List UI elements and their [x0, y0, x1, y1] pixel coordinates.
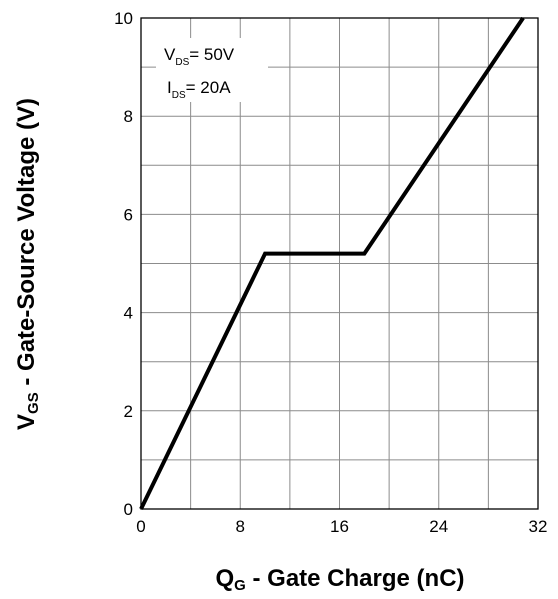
y-tick-label: 6	[124, 205, 133, 224]
annotation-box: VDS= 50V IDS= 20A	[156, 38, 268, 102]
x-axis-title: QG - Gate Charge (nC)	[215, 565, 464, 594]
grid-lines	[141, 18, 538, 509]
y-tick-label: 10	[114, 9, 133, 28]
y-tick-label: 4	[124, 304, 133, 323]
x-tick-label: 16	[330, 517, 349, 536]
y-tick-label: 2	[124, 402, 133, 421]
x-tick-label: 0	[136, 517, 145, 536]
y-tick-label: 0	[124, 500, 133, 519]
y-axis-title: VGS - Gate-Source Voltage (V)	[13, 98, 42, 430]
x-tick-label: 32	[529, 517, 548, 536]
annotation-vds: VDS= 50V	[164, 45, 235, 68]
plot-frame	[140, 17, 539, 510]
annotation-ids: IDS= 20A	[167, 78, 231, 101]
data-series	[139, 16, 525, 510]
x-tick-label: 24	[429, 517, 448, 536]
series-line	[139, 16, 525, 510]
annotation-background	[156, 38, 268, 102]
x-tick-label: 8	[236, 517, 245, 536]
y-tick-label: 8	[124, 107, 133, 126]
